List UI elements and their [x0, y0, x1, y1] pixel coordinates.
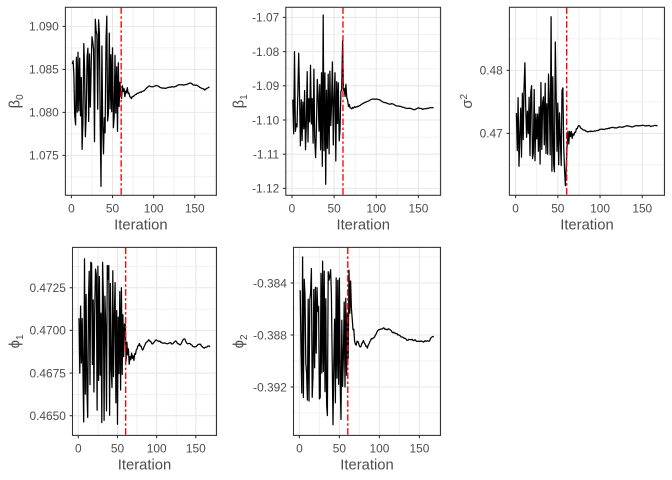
svg-text:-1.10: -1.10 [252, 113, 279, 127]
svg-text:0.4675: 0.4675 [30, 366, 67, 380]
svg-text:-1.08: -1.08 [252, 45, 279, 59]
svg-text:-1.12: -1.12 [252, 182, 279, 196]
svg-text:-1.07: -1.07 [252, 11, 279, 25]
svg-text:1.075: 1.075 [29, 149, 59, 163]
svg-text:100: 100 [590, 202, 610, 216]
svg-text:0.48: 0.48 [480, 64, 504, 78]
svg-text:0: 0 [296, 442, 303, 456]
svg-text:50: 50 [111, 442, 125, 456]
svg-text:100: 100 [144, 202, 164, 216]
svg-text:-0.392: -0.392 [253, 380, 287, 394]
svg-text:-1.09: -1.09 [252, 79, 279, 93]
svg-text:0.4650: 0.4650 [30, 409, 67, 423]
svg-text:1.080: 1.080 [29, 106, 59, 120]
svg-text:-0.388: -0.388 [253, 328, 287, 342]
svg-text:50: 50 [333, 442, 347, 456]
svg-text:150: 150 [409, 442, 429, 456]
svg-text:0: 0 [289, 202, 296, 216]
svg-text:Iteration: Iteration [560, 217, 613, 233]
svg-text:Iteration: Iteration [336, 217, 389, 233]
svg-text:50: 50 [106, 202, 120, 216]
svg-text:0.4725: 0.4725 [30, 281, 67, 295]
svg-text:100: 100 [369, 442, 389, 456]
svg-text:Iteration: Iteration [118, 458, 171, 474]
svg-text:1.090: 1.090 [29, 20, 59, 34]
svg-text:Iteration: Iteration [114, 217, 167, 233]
svg-text:1.085: 1.085 [29, 63, 59, 77]
svg-text:100: 100 [147, 442, 167, 456]
svg-text:-1.11: -1.11 [253, 148, 280, 162]
svg-text:0.4700: 0.4700 [30, 324, 67, 338]
svg-text:50: 50 [551, 202, 565, 216]
svg-text:150: 150 [408, 202, 428, 216]
svg-text:0: 0 [512, 202, 519, 216]
svg-text:0: 0 [68, 202, 75, 216]
svg-text:0: 0 [75, 442, 82, 456]
svg-text:-0.384: -0.384 [253, 276, 287, 290]
svg-text:0.47: 0.47 [480, 127, 504, 141]
svg-text:150: 150 [632, 202, 652, 216]
svg-text:150: 150 [185, 202, 205, 216]
svg-text:Iteration: Iteration [340, 458, 393, 474]
svg-text:100: 100 [366, 202, 386, 216]
svg-text:50: 50 [328, 202, 342, 216]
svg-text:150: 150 [186, 442, 206, 456]
